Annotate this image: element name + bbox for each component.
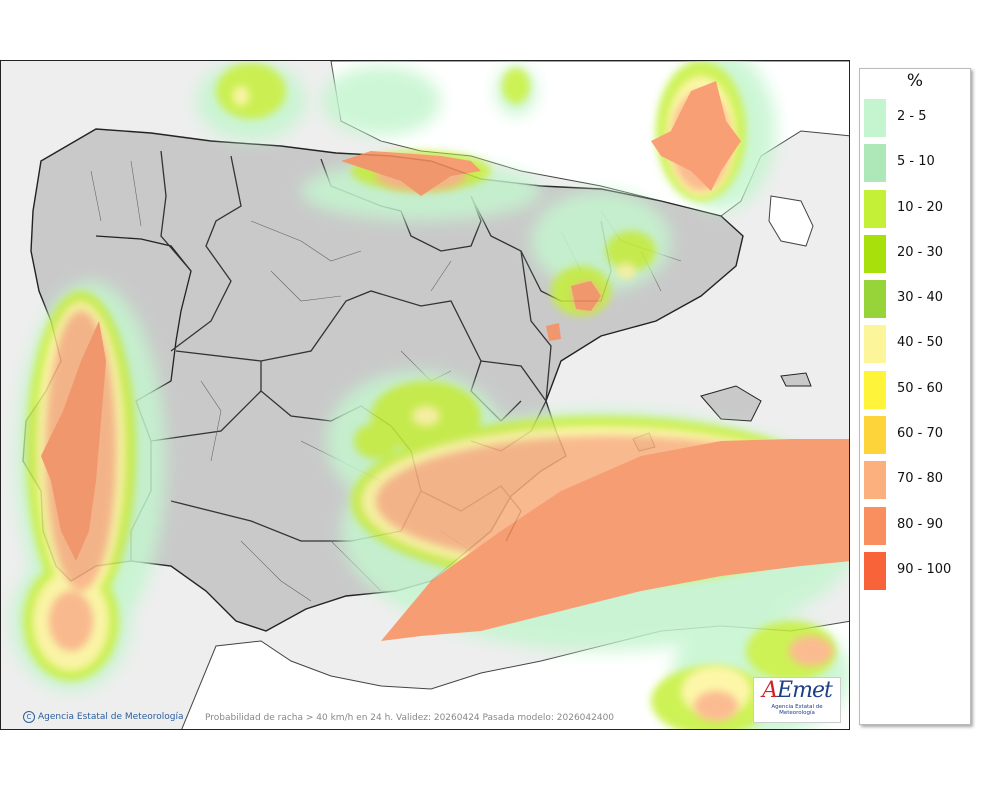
legend-label: 50 - 60: [897, 380, 944, 396]
legend-swatch: [864, 99, 886, 137]
legend-row: 60 - 70: [860, 412, 970, 457]
legend-swatch: [864, 370, 886, 409]
legend-row: 40 - 50: [860, 321, 970, 366]
legend-label: 2 - 5: [897, 109, 927, 124]
legend-swatch: [864, 506, 886, 545]
mallorca: [700, 385, 762, 422]
logo-subtitle: Agencia Estatal de Meteorología: [771, 704, 823, 716]
legend-label: 20 - 30: [897, 244, 944, 260]
legend-swatch: [864, 551, 886, 590]
legend-label: 10 - 20: [897, 199, 944, 215]
legend-swatch: [864, 280, 886, 319]
legend-rows: 2 - 5 5 - 10 10 - 20 20 - 30 30 - 40 40 - 50 5…: [860, 95, 970, 593]
legend-label: 5 - 10: [897, 154, 935, 170]
legend-swatch: [864, 189, 886, 228]
menorca: [780, 372, 812, 387]
legend-swatch: [864, 325, 886, 364]
legend-swatch: [864, 416, 886, 455]
legend-row: 50 - 60: [860, 367, 970, 412]
legend-title: %: [906, 71, 924, 91]
legend-label: 90 - 100: [897, 561, 952, 577]
gust-probability-map: [1, 61, 849, 729]
legend-row: 70 - 80: [860, 457, 970, 502]
aemet-logo: AEmet Agencia Estatal de Meteorología: [753, 677, 841, 723]
credit-label: Agencia Estatal de Meteorología: [38, 712, 184, 722]
islands-east: [768, 195, 814, 247]
legend-label: 80 - 90: [897, 516, 944, 532]
copyright-icon: C: [23, 711, 35, 723]
legend-swatch: [864, 234, 886, 273]
legend-label: 30 - 40: [897, 290, 944, 306]
map-panel: C Agencia Estatal de Meteorología Probabi…: [0, 60, 850, 730]
legend-label: 60 - 70: [897, 426, 944, 442]
map-caption: Probabilidad de racha > 40 km/h en 24 h.…: [205, 713, 615, 723]
legend-swatch: [864, 461, 886, 500]
credit-text: C Agencia Estatal de Meteorología: [23, 711, 184, 723]
legend-row: 2 - 5: [860, 95, 970, 140]
legend-row: 10 - 20: [860, 186, 970, 231]
legend-row: 90 - 100: [860, 548, 970, 593]
legend-label: 70 - 80: [897, 471, 944, 487]
legend-row: 5 - 10: [860, 140, 970, 185]
legend-row: 80 - 90: [860, 503, 970, 548]
probability-shading: [11, 61, 849, 729]
legend-row: 20 - 30: [860, 231, 970, 276]
logo-word: AEmet: [762, 678, 833, 703]
legend-panel: % 2 - 5 5 - 10 10 - 20 20 - 30 30 - 40 40 - 5…: [859, 68, 971, 725]
legend-swatch: [864, 144, 886, 183]
legend-row: 30 - 40: [860, 276, 970, 321]
legend-label: 40 - 50: [897, 335, 944, 351]
